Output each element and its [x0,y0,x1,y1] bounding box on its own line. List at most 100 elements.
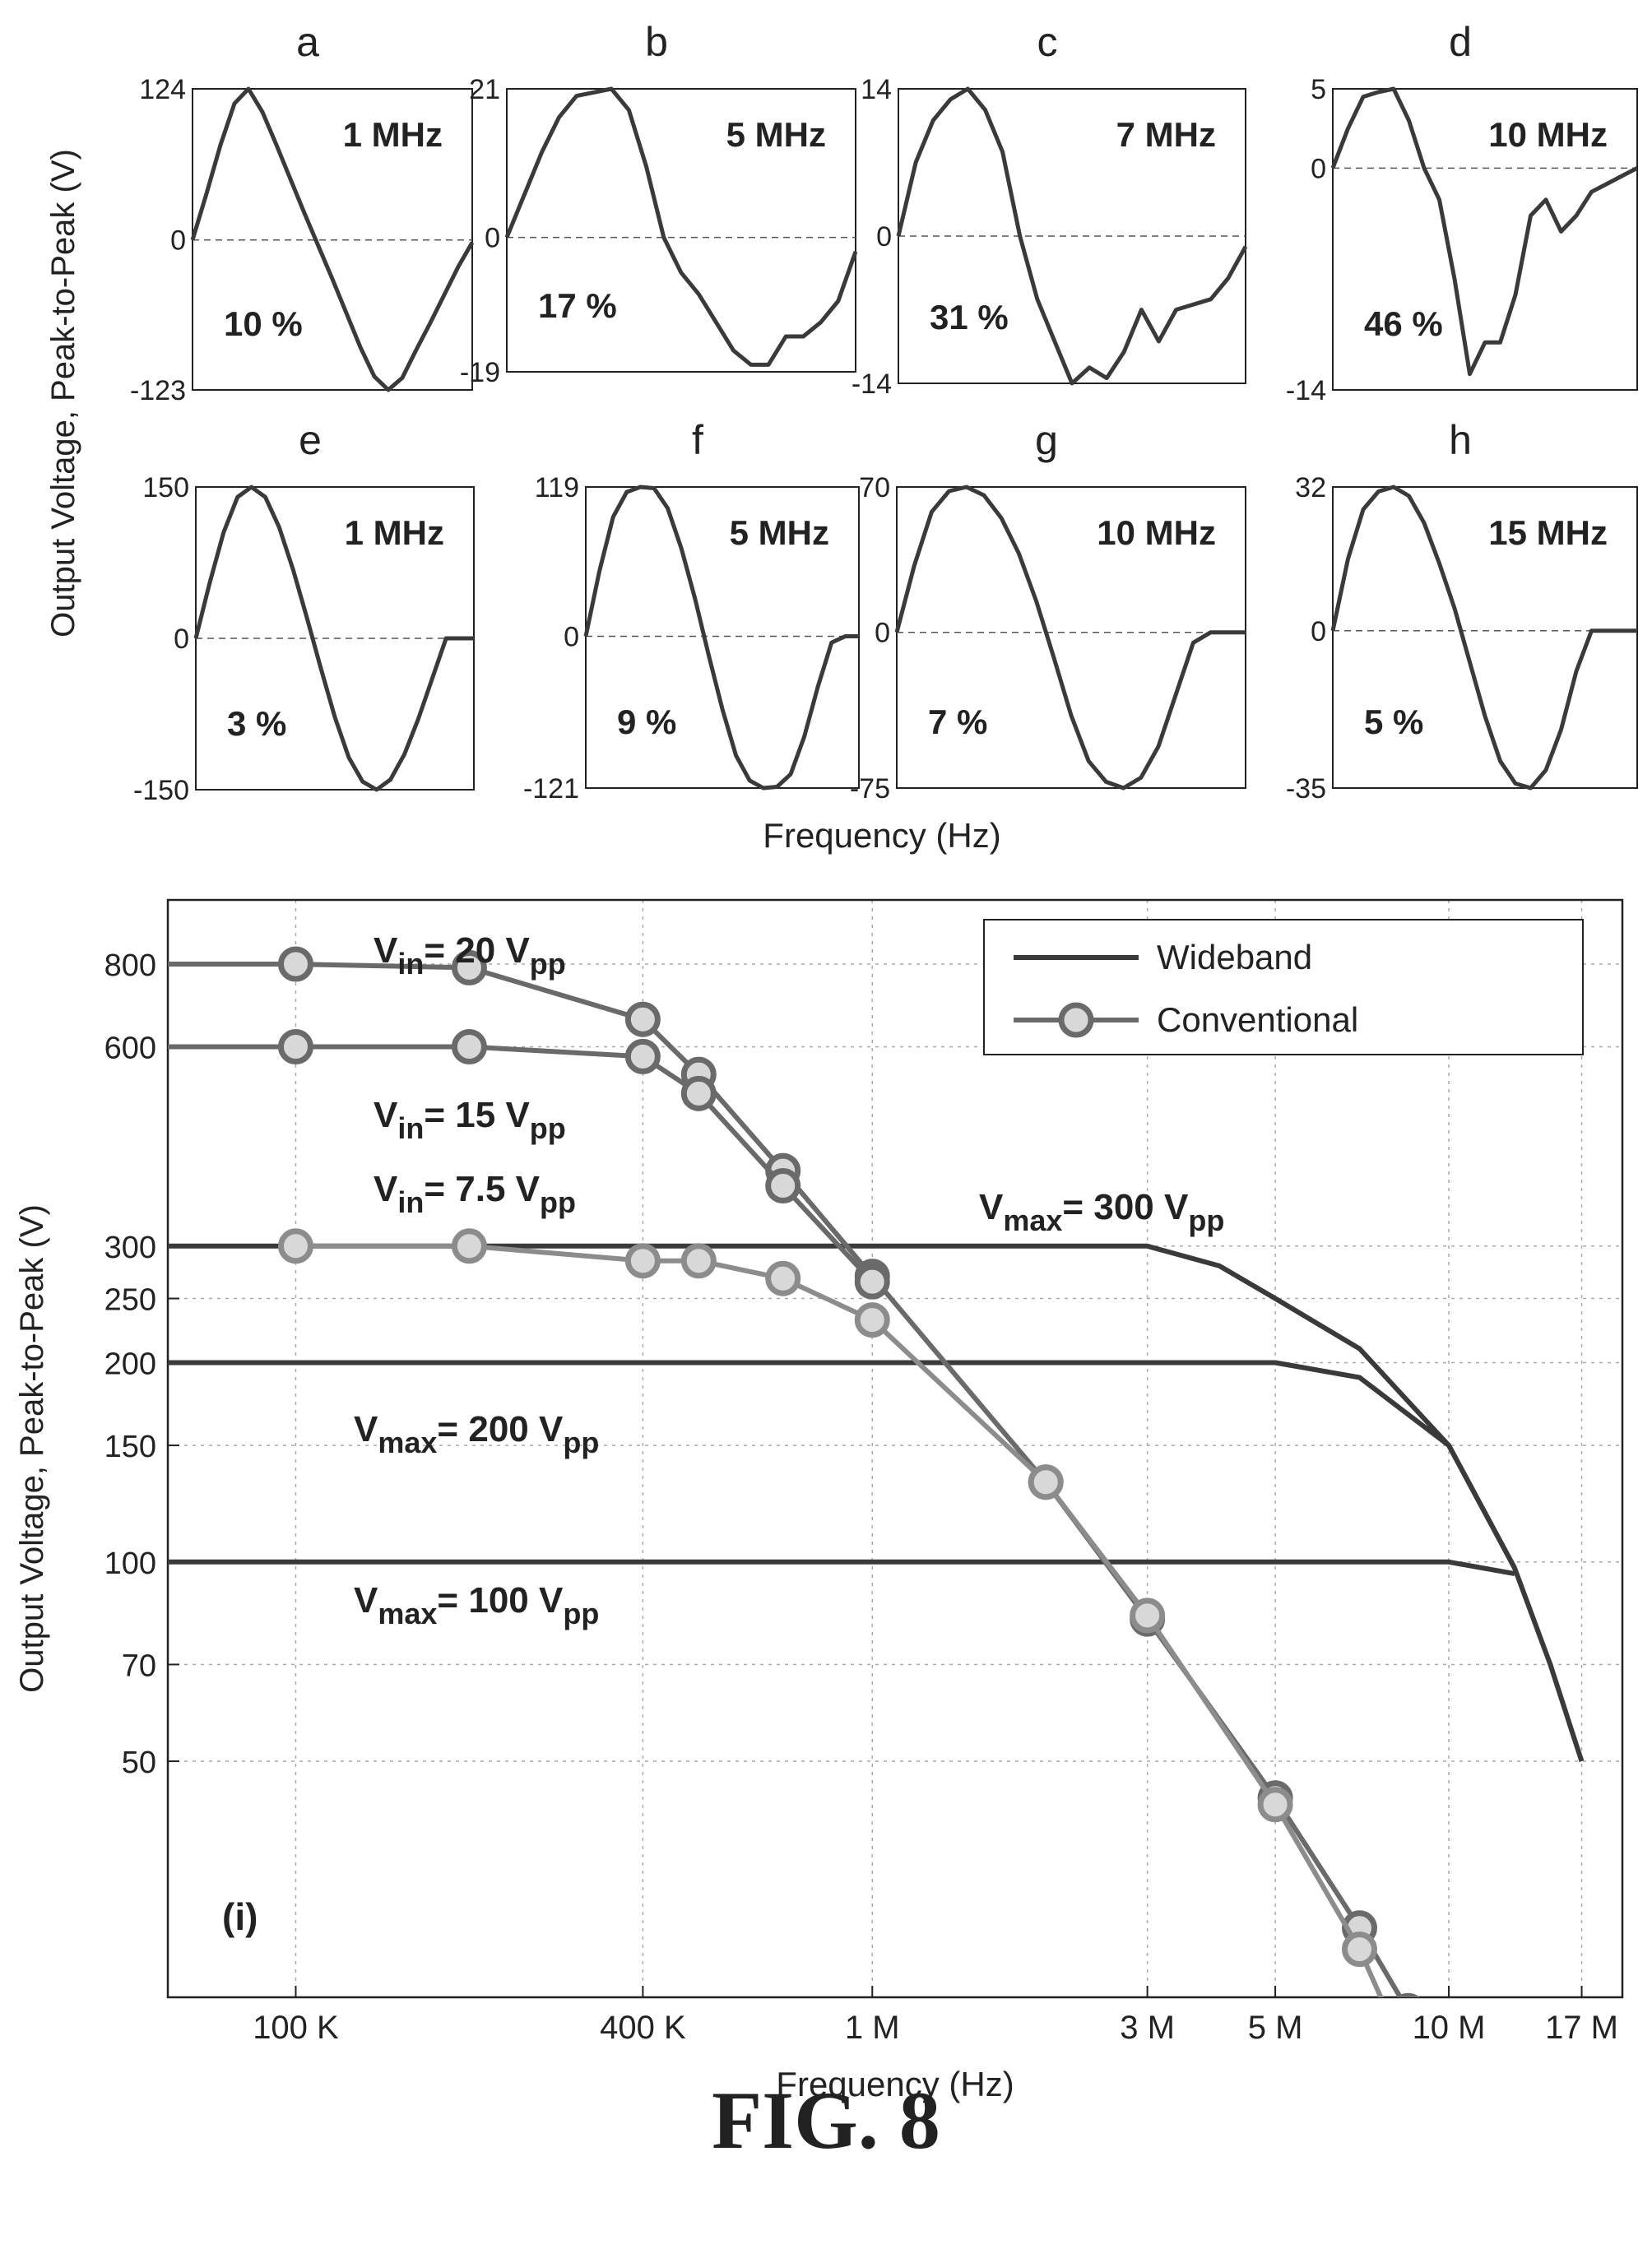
data-point-marker [451,1029,487,1065]
data-point-marker [1341,1931,1377,1968]
panel-letter: e [299,417,322,463]
y-tick-label: 124 [139,74,186,105]
y-tick-label: 0 [174,624,189,655]
data-point-marker [1028,1464,1064,1500]
panel-a: 124 0 -123 a 1 MHz 10 % [130,19,475,406]
data-point-marker [765,1168,801,1204]
distortion-percent: 3 % [227,704,286,743]
series-line-wideband [168,1559,1515,1577]
annotation-subscript: max [378,1597,437,1630]
panel-letter: a [296,19,319,65]
annotation-label: Vmax= 200 Vpp [354,1409,599,1459]
frequency-label: 15 MHz [1488,513,1608,552]
annotation-label: Vin= 7.5 Vpp [374,1169,576,1219]
legend-frame [983,919,1584,1055]
panel-g: 70 0 -75 g 10 MHz 7 % [850,417,1246,805]
y-tick-label: 70 [859,472,890,503]
annotation-value: = 100 V [437,1580,564,1621]
data-point-marker [854,1302,890,1338]
data-point-marker [624,1038,661,1074]
y-tick-label: 100 [104,1546,156,1581]
panel-label: (i) [222,1895,258,1938]
data-point-marker [277,1228,313,1264]
y-tick-label: 250 [104,1283,156,1318]
annotation-main: V [979,1187,1004,1227]
y-tick-label: -14 [852,369,892,400]
frequency-label: 5 MHz [726,115,826,154]
annotation-subscript: in [397,947,424,981]
series-line-wideband [168,1360,1517,1570]
series-lines [168,946,1585,2039]
legend-marker-conventional [1058,1002,1094,1038]
annotation-subscript: pp [563,1597,599,1630]
waveform-line [894,485,1246,791]
y-tick-label: 70 [122,1648,156,1683]
data-point-marker [1378,2010,1408,2039]
legend-entry: Wideband [1157,938,1312,976]
data-point-marker [624,1001,661,1037]
y-tick-label: 14 [861,74,892,105]
panel-frame [1332,486,1638,789]
annotation-value: = 20 V [424,930,530,971]
distortion-percent: 17 % [538,286,617,325]
x-tick-label: 5 M [1248,2010,1303,2046]
distortion-percent: 10 % [224,304,303,343]
annotation-subscript: max [1003,1203,1062,1237]
y-tick-label: 0 [564,621,579,652]
waveform-line [504,86,858,367]
panel-letter: h [1449,417,1472,463]
annotation-value: = 200 V [437,1409,564,1449]
plot-frame [166,898,1624,1999]
x-axis-label: Frequency (Hz) [776,2065,1014,2103]
data-point-marker [680,1243,717,1279]
frequency-label: 10 MHz [1488,115,1608,154]
y-tick-label: -75 [850,773,890,805]
y-tick-label: 0 [875,618,890,649]
data-point-marker [277,946,313,982]
annotation-main: V [374,1169,398,1209]
y-tick-label: 300 [104,1231,156,1265]
data-point-marker [1396,1992,1420,1997]
waveform-line [896,86,1248,386]
annotation-label: Vin= 20 Vpp [374,930,566,981]
frequency-response-chart: 100 K 400 K 1 M 3 M 5 M 10 M 17 M 50 70 100 150 200… [14,898,1624,2103]
y-tick-label: 32 [1295,472,1326,503]
y-tick-label: -35 [1286,773,1326,805]
panel-b: 21 0 -19 b 5 MHz 17 % [460,19,858,388]
annotation-subscript: max [378,1426,437,1459]
figure-label: FIG. 8 [712,2075,940,2166]
top-y-axis-label: Output Voltage, Peak-to-Peak (V) [45,149,81,638]
y-tick-label: -14 [1286,375,1326,406]
x-tick-label: 17 M [1545,2010,1618,2046]
data-point-marker [765,1260,801,1296]
annotation-value: = 300 V [1062,1187,1189,1227]
annotation-main: V [374,930,398,971]
annotation-label: Vmax= 100 Vpp [354,1580,599,1630]
annotation-subscript: in [397,1111,424,1145]
distortion-percent: 46 % [1364,304,1443,343]
panel-d: 5 0 -14 d 10 MHz 46 % [1286,19,1639,406]
data-point-marker [277,1029,313,1065]
y-tick-label: 21 [469,74,500,105]
annotation-main: V [354,1580,378,1621]
panel-f: 119 0 -121 f 5 MHz 9 % [523,417,860,805]
y-tick-label: -150 [133,775,189,806]
data-point-marker [1130,1597,1166,1634]
y-tick-label: -19 [460,357,500,388]
waveform-line [1330,485,1637,791]
y-tick-label: -121 [523,773,579,805]
x-tick-label: 3 M [1120,2010,1175,2046]
y-tick-label: 200 [104,1347,156,1382]
y-tick-label: 0 [170,225,186,257]
annotation-subscript: pp [530,1111,566,1145]
frequency-label: 10 MHz [1097,513,1216,552]
annotation-subscript: in [397,1185,424,1219]
y-tick-label: 150 [142,472,189,503]
x-tick-label: 100 K [253,2010,339,2046]
waveform-panels: 124 0 -123 a 1 MHz 10 % 21 0 -19 b 5 MHz 17 % 14 0 -14… [130,19,1639,806]
data-point-marker [1257,1787,1293,1823]
annotation-subscript: pp [1188,1203,1224,1237]
y-tick-label: -123 [130,375,186,406]
y-tick-label: 150 [104,1430,156,1464]
x-tick-label: 400 K [600,2010,686,2046]
